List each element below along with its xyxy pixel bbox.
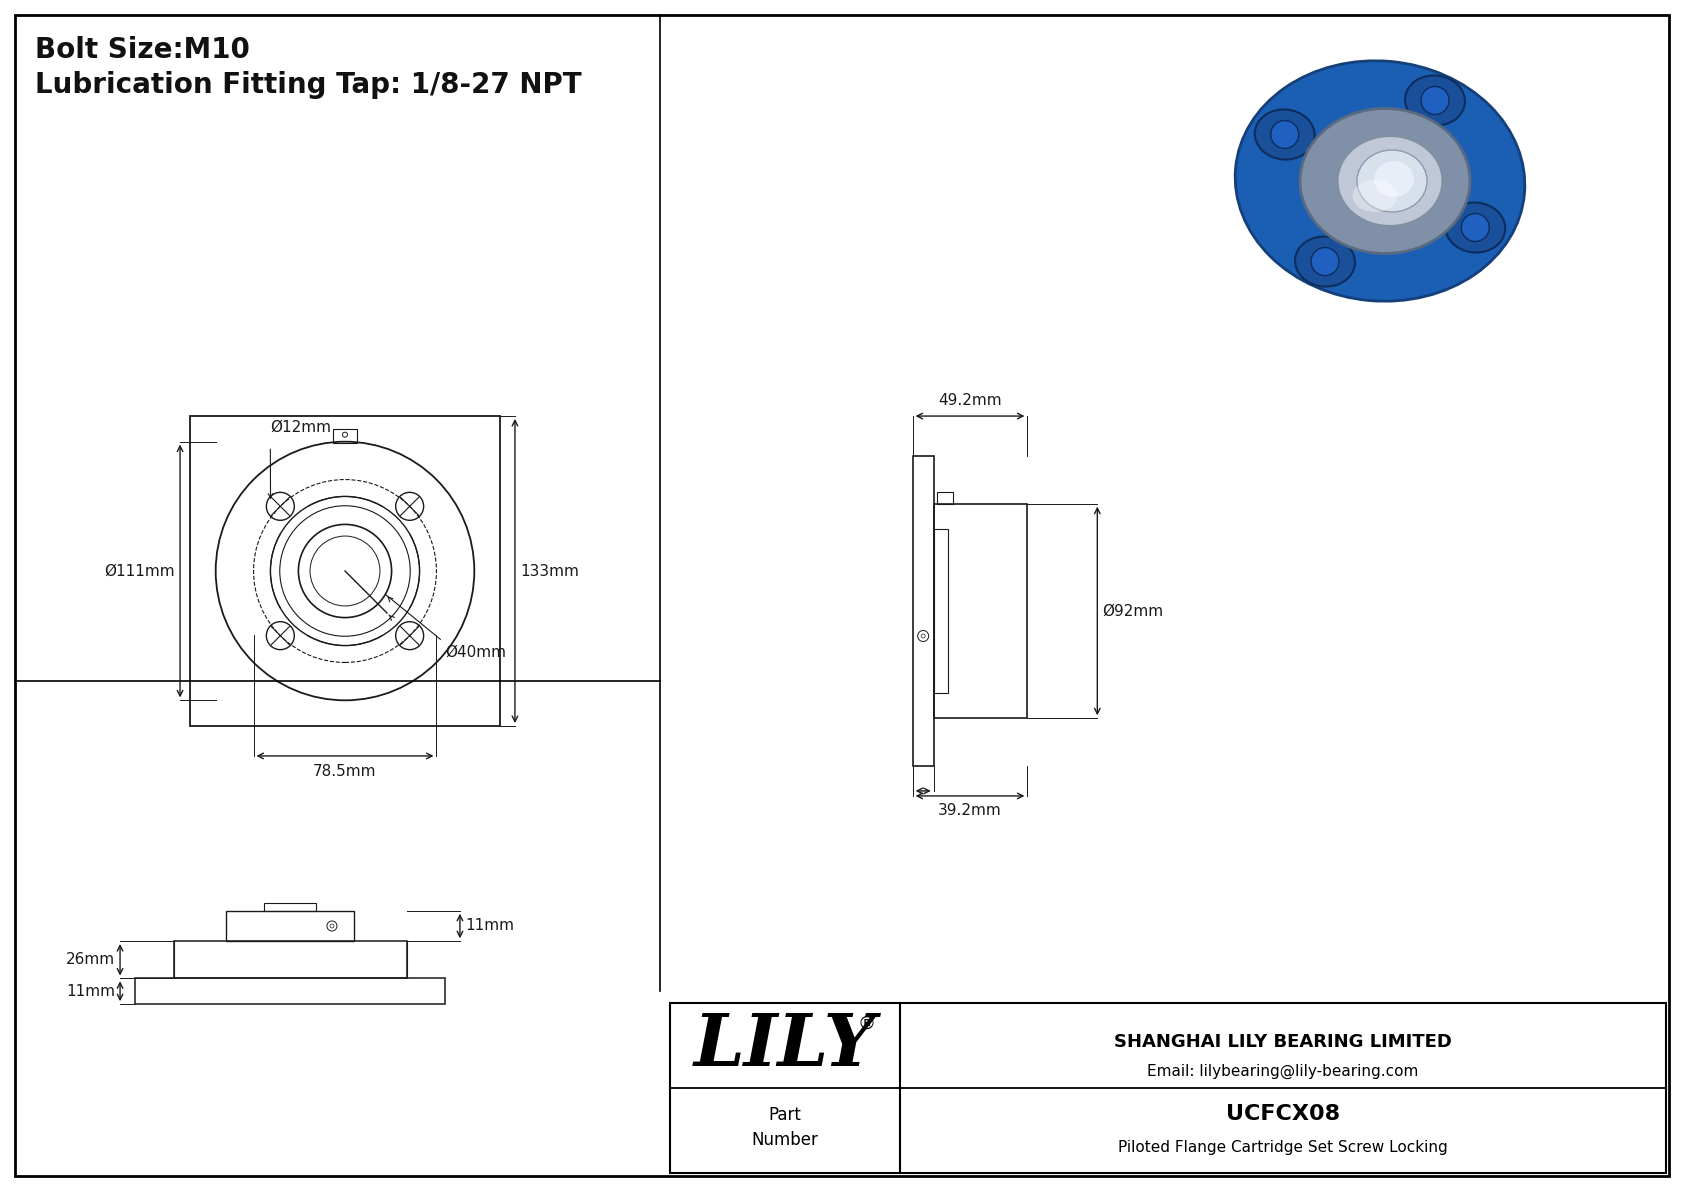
Text: 11mm: 11mm: [465, 918, 514, 934]
Bar: [173, 941, 406, 979]
Bar: [135, 979, 445, 1004]
Circle shape: [1312, 248, 1339, 275]
Text: SHANGHAI LILY BEARING LIMITED: SHANGHAI LILY BEARING LIMITED: [1115, 1033, 1452, 1052]
Bar: [190, 416, 500, 727]
Circle shape: [1421, 87, 1448, 114]
Bar: [226, 911, 354, 941]
Circle shape: [1462, 213, 1489, 242]
Text: Ø92mm: Ø92mm: [1103, 604, 1164, 618]
Ellipse shape: [1337, 136, 1443, 226]
Ellipse shape: [1255, 110, 1315, 160]
Bar: [264, 903, 315, 911]
Text: Ø12mm: Ø12mm: [271, 419, 332, 435]
Ellipse shape: [1445, 202, 1505, 252]
Ellipse shape: [1374, 161, 1415, 197]
Text: 78.5mm: 78.5mm: [313, 763, 377, 779]
Bar: [933, 504, 1027, 718]
Circle shape: [1271, 120, 1298, 149]
Bar: [936, 492, 953, 504]
Text: LILY: LILY: [694, 1010, 876, 1081]
Bar: [913, 456, 933, 766]
Text: Ø40mm: Ø40mm: [445, 644, 507, 660]
Ellipse shape: [1300, 108, 1470, 254]
Text: Bolt Size:M10: Bolt Size:M10: [35, 36, 249, 64]
Text: Part
Number: Part Number: [751, 1105, 818, 1148]
Bar: [670, 1003, 1665, 1173]
Ellipse shape: [1352, 180, 1398, 212]
Text: 26mm: 26mm: [66, 953, 115, 967]
Bar: [333, 429, 357, 443]
Ellipse shape: [1295, 237, 1356, 287]
Text: UCFCX08: UCFCX08: [1226, 1104, 1340, 1123]
Text: 39.2mm: 39.2mm: [938, 803, 1002, 818]
Ellipse shape: [1357, 150, 1426, 212]
Text: Lubrication Fitting Tap: 1/8-27 NPT: Lubrication Fitting Tap: 1/8-27 NPT: [35, 71, 581, 99]
Text: ®: ®: [857, 1015, 876, 1033]
Text: Email: lilybearing@lily-bearing.com: Email: lilybearing@lily-bearing.com: [1147, 1064, 1418, 1079]
Text: 49.2mm: 49.2mm: [938, 393, 1002, 409]
Text: Piloted Flange Cartridge Set Screw Locking: Piloted Flange Cartridge Set Screw Locki…: [1118, 1140, 1448, 1155]
Bar: [933, 530, 948, 692]
Ellipse shape: [1234, 61, 1524, 301]
Text: 11mm: 11mm: [66, 984, 115, 999]
Text: Ø111mm: Ø111mm: [104, 563, 175, 579]
Ellipse shape: [1404, 75, 1465, 125]
Text: 133mm: 133mm: [520, 563, 579, 579]
